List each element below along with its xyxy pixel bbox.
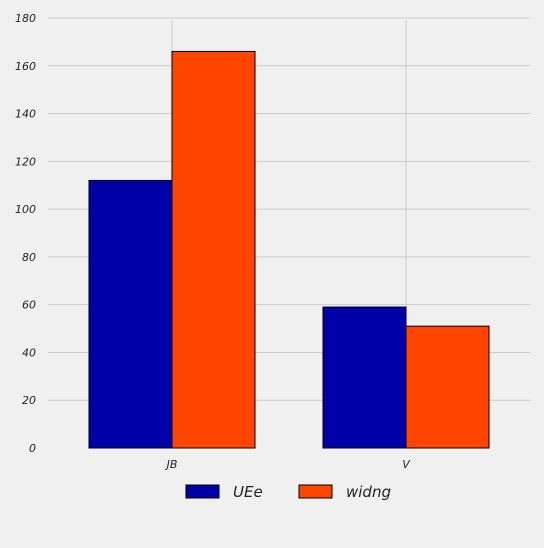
legend-swatch-UEe	[185, 484, 220, 499]
bar-widng-JB	[171, 50, 256, 449]
y-tick-label: 120	[15, 155, 36, 168]
y-axis-tick-labels: 0 20 40 60 80 100 120 140 160 180	[15, 12, 36, 455]
legend-label-UEe: UEe	[233, 483, 263, 501]
y-tick-label: 60	[22, 299, 36, 312]
y-tick-label: 0	[29, 442, 36, 455]
legend-swatch-widng	[298, 484, 333, 499]
y-tick-label: 100	[15, 203, 36, 216]
y-tick-label: 40	[22, 346, 36, 359]
bars	[88, 50, 490, 449]
x-tick-label: V	[402, 458, 411, 471]
legend-label-widng: widng	[346, 483, 391, 501]
bar-widng-V	[405, 325, 490, 449]
y-tick-label: 160	[15, 60, 36, 73]
legend: UEe widng	[185, 483, 391, 501]
x-tick-label: JB	[165, 458, 178, 471]
bar-UEe-JB	[88, 179, 173, 449]
y-tick-label: 20	[22, 394, 36, 407]
y-tick-label: 180	[15, 12, 36, 25]
bar-UEe-V	[322, 306, 407, 449]
y-tick-label: 80	[22, 251, 36, 264]
y-tick-label: 140	[15, 108, 36, 121]
x-axis-tick-labels: JB V	[165, 458, 412, 471]
